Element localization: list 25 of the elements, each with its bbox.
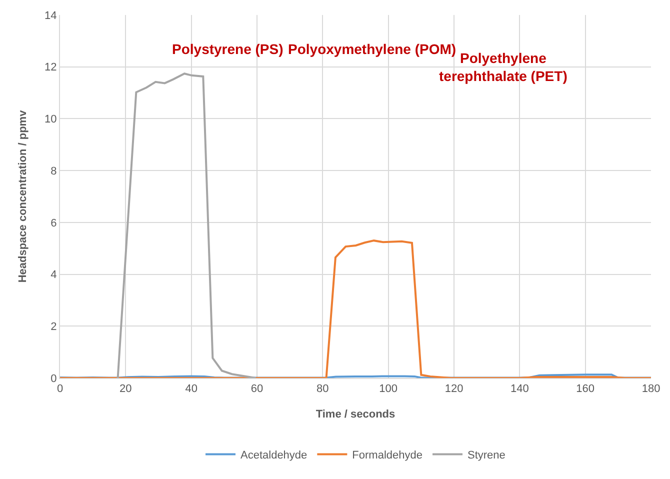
x-tick-label: 40: [185, 383, 198, 396]
y-tick-label: 10: [44, 114, 57, 126]
x-tick-label: 120: [444, 383, 464, 396]
x-tick-label: 100: [379, 383, 398, 396]
y-tick-label: 6: [50, 217, 57, 230]
x-axis-title: Time / seconds: [316, 408, 396, 420]
annotation: Polystyrene (PS): [172, 41, 284, 57]
legend-label: Styrene: [468, 450, 506, 462]
y-tick-label: 14: [44, 10, 57, 22]
legend-label: Acetaldehyde: [240, 450, 308, 462]
y-tick-label: 12: [44, 62, 57, 74]
x-tick-label: 20: [120, 383, 132, 396]
x-tick-label: 180: [642, 383, 660, 396]
x-tick-label: 140: [510, 383, 529, 396]
x-tick-label: 160: [576, 383, 595, 396]
line-series: [116, 72, 257, 378]
legend-label: Formaldehyde: [352, 450, 422, 462]
x-tick-label: 60: [250, 383, 264, 396]
y-tick-label: 2: [50, 320, 57, 333]
x-tick-label: 80: [316, 383, 329, 396]
y-tick-label: 8: [50, 165, 57, 178]
annotation: Polyoxymethylene (POM): [288, 41, 456, 57]
y-tick-label: 4: [50, 269, 57, 282]
y-tick-label: 0: [50, 372, 57, 385]
y-axis-title: Headspace concentration / ppmv: [17, 109, 30, 283]
